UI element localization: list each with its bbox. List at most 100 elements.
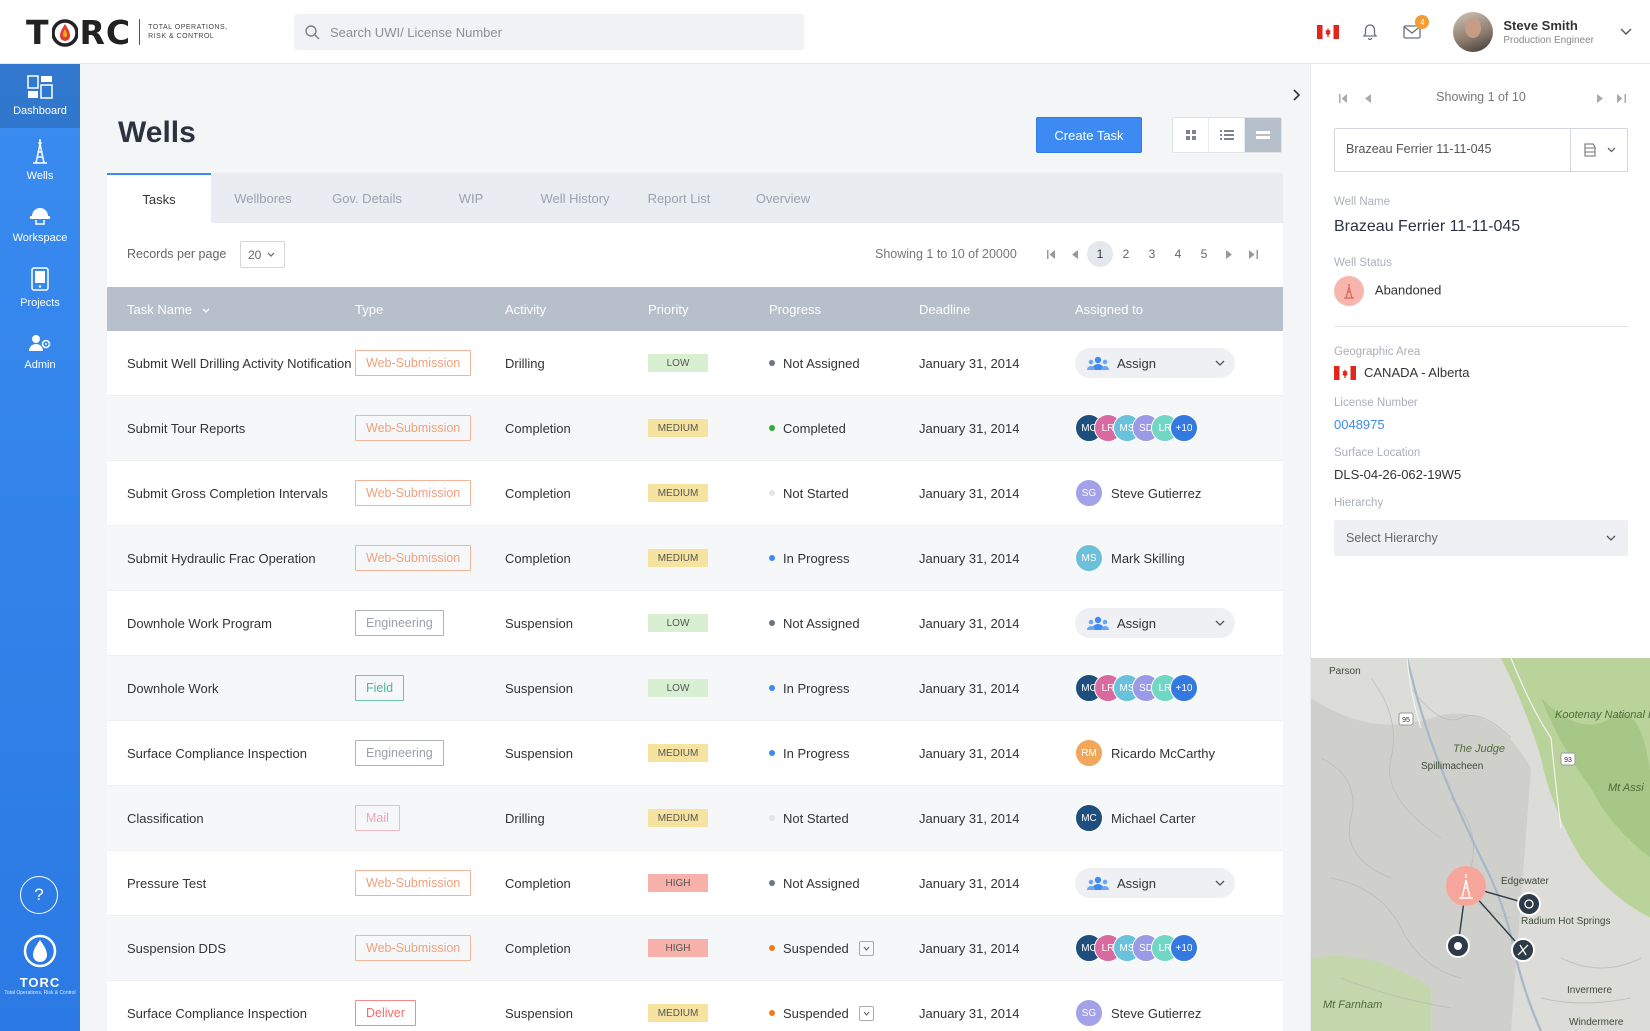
sidebar-item-wells[interactable]: Wells bbox=[0, 128, 80, 192]
terrain-map: 95 93 Parson The Judge Spillimacheen Koo… bbox=[1311, 658, 1650, 1031]
table-row[interactable]: Surface Compliance Inspection Engineerin… bbox=[107, 721, 1283, 786]
status-dot bbox=[769, 620, 775, 626]
assignee-name: Ricardo McCarthy bbox=[1111, 745, 1216, 761]
table-view-button[interactable] bbox=[1245, 118, 1281, 152]
sidebar-item-admin[interactable]: Admin bbox=[0, 320, 80, 384]
tab-overview[interactable]: Overview bbox=[755, 190, 811, 206]
task-name[interactable]: Downhole Work Program bbox=[127, 615, 272, 631]
messages-button[interactable]: 4 bbox=[1401, 15, 1430, 43]
status-dot bbox=[769, 490, 775, 496]
list-view-button[interactable] bbox=[1209, 118, 1245, 152]
collapse-panel-icon[interactable] bbox=[1292, 89, 1302, 101]
task-name[interactable]: Suspension DDS bbox=[127, 940, 226, 956]
assignee[interactable]: SG Steve Gutierrez bbox=[1075, 479, 1263, 507]
well-select[interactable]: Brazeau Ferrier 11-11-045 bbox=[1334, 128, 1628, 172]
license-link[interactable]: 0048975 bbox=[1334, 417, 1385, 432]
status-dropdown-button[interactable] bbox=[858, 1005, 874, 1021]
hierarchy-label: Hierarchy bbox=[1334, 497, 1384, 509]
tab-gov-details[interactable]: Gov. Details bbox=[332, 190, 402, 206]
users-icon bbox=[1087, 356, 1109, 370]
page-4[interactable]: 4 bbox=[1174, 247, 1182, 261]
table-row[interactable]: Suspension DDS Web-Submission Completion… bbox=[107, 916, 1283, 981]
priority-badge: MEDIUM bbox=[648, 419, 708, 438]
map-label: Invermere bbox=[1567, 985, 1612, 996]
activity: Completion bbox=[505, 875, 571, 891]
well-map[interactable]: 95 93 Parson The Judge Spillimacheen Koo… bbox=[1311, 658, 1650, 1031]
tab-report-list[interactable]: Report List bbox=[647, 190, 711, 206]
priority-badge: MEDIUM bbox=[648, 484, 708, 503]
task-name[interactable]: Surface Compliance Inspection bbox=[127, 745, 307, 761]
task-name[interactable]: Submit Well Drilling Activity Notificati… bbox=[127, 355, 352, 371]
tab-wellbores[interactable]: Wellbores bbox=[234, 190, 292, 206]
search-input[interactable] bbox=[330, 24, 770, 40]
create-task-button[interactable]: Create Task bbox=[1036, 117, 1142, 153]
selected-well-marker[interactable] bbox=[1446, 866, 1486, 906]
table-row[interactable]: Pressure Test Web-Submission Completion … bbox=[107, 851, 1283, 916]
table-row[interactable]: Submit Hydraulic Frac Operation Web-Subm… bbox=[107, 526, 1283, 591]
task-name[interactable]: Submit Tour Reports bbox=[127, 420, 246, 436]
assign-dropdown[interactable]: Assign bbox=[1075, 868, 1235, 898]
status-dot bbox=[769, 945, 775, 951]
table-row[interactable]: Surface Compliance Inspection Deliver Su… bbox=[107, 981, 1283, 1031]
page-2[interactable]: 2 bbox=[1122, 247, 1130, 261]
table-row[interactable]: Classification Mail Drilling MEDIUM Not … bbox=[107, 786, 1283, 851]
sidebar-item-projects[interactable]: Projects bbox=[0, 256, 80, 320]
canada-flag-icon[interactable] bbox=[1317, 25, 1340, 39]
assignee-stack[interactable]: MC LR MS SD LR +10 bbox=[1075, 674, 1263, 702]
first-record-button[interactable] bbox=[1339, 90, 1348, 108]
status-dropdown-button[interactable] bbox=[858, 940, 874, 956]
status-dot bbox=[769, 750, 775, 756]
assign-label: Assign bbox=[1117, 355, 1157, 371]
task-name[interactable]: Downhole Work bbox=[127, 680, 219, 696]
next-record-button[interactable] bbox=[1597, 90, 1603, 108]
sidebar-logo-tag: Total Operations, Risk & Control bbox=[4, 990, 76, 996]
sidebar-item-workspace[interactable]: Workspace bbox=[0, 192, 80, 256]
page-5[interactable]: 5 bbox=[1200, 247, 1208, 261]
table-row[interactable]: Downhole Work Field Suspension LOW In Pr… bbox=[107, 656, 1283, 721]
prev-page-button[interactable] bbox=[1063, 241, 1087, 267]
tab-well-history[interactable]: Well History bbox=[540, 190, 610, 206]
tab-wip[interactable]: WIP bbox=[458, 190, 484, 206]
help-button[interactable]: ? bbox=[20, 876, 58, 914]
assignee[interactable]: SG Steve Gutierrez bbox=[1075, 999, 1263, 1027]
task-name[interactable]: Classification bbox=[127, 810, 204, 826]
grid-view-button[interactable] bbox=[1173, 118, 1209, 152]
well-type-dropdown[interactable] bbox=[1571, 129, 1627, 171]
chevron-down-icon bbox=[863, 1011, 870, 1016]
next-page-button[interactable] bbox=[1217, 241, 1241, 267]
last-record-button[interactable] bbox=[1617, 90, 1626, 108]
tab-tasks[interactable]: Tasks bbox=[107, 173, 211, 223]
status-dot bbox=[769, 555, 775, 561]
assign-dropdown[interactable]: Assign bbox=[1075, 608, 1235, 638]
progress-status: Suspended bbox=[769, 1005, 919, 1021]
assignee-stack[interactable]: MC LR MS SD LR +10 bbox=[1075, 934, 1263, 962]
hierarchy-select[interactable]: Select Hierarchy bbox=[1334, 520, 1628, 556]
task-name[interactable]: Submit Gross Completion Intervals bbox=[127, 485, 328, 501]
assign-dropdown[interactable]: Assign bbox=[1075, 348, 1235, 378]
well-marker[interactable] bbox=[1517, 892, 1541, 916]
assignee[interactable]: MC Michael Carter bbox=[1075, 804, 1263, 832]
page-1[interactable]: 1 bbox=[1087, 241, 1113, 267]
page-3[interactable]: 3 bbox=[1148, 247, 1156, 261]
table-row[interactable]: Downhole Work Program Engineering Suspen… bbox=[107, 591, 1283, 656]
showing-count: Showing 1 to 10 of 20000 bbox=[875, 247, 1017, 261]
user-menu[interactable]: Steve Smith Production Engineer bbox=[1453, 12, 1632, 52]
sidebar-item-dashboard[interactable]: Dashboard bbox=[0, 64, 80, 128]
task-name[interactable]: Submit Hydraulic Frac Operation bbox=[127, 550, 316, 566]
records-per-page-select[interactable]: 20 bbox=[240, 241, 285, 268]
last-page-button[interactable] bbox=[1241, 241, 1265, 267]
table-row[interactable]: Submit Well Drilling Activity Notificati… bbox=[107, 331, 1283, 396]
col-task-name[interactable]: Task Name bbox=[107, 302, 355, 317]
assignee[interactable]: MS Mark Skilling bbox=[1075, 544, 1263, 572]
task-name[interactable]: Surface Compliance Inspection bbox=[127, 1005, 307, 1021]
prev-record-button[interactable] bbox=[1365, 90, 1371, 108]
torc-logo[interactable]: T RC TOTAL OPERATIONS, RISK & CONTROL bbox=[26, 13, 228, 52]
first-page-button[interactable] bbox=[1039, 241, 1063, 267]
search-bar[interactable] bbox=[294, 14, 804, 50]
notifications-button[interactable] bbox=[1359, 21, 1381, 43]
table-row[interactable]: Submit Tour Reports Web-Submission Compl… bbox=[107, 396, 1283, 461]
table-row[interactable]: Submit Gross Completion Intervals Web-Su… bbox=[107, 461, 1283, 526]
assignee-stack[interactable]: MC LR MS SD LR +10 bbox=[1075, 414, 1263, 442]
assignee[interactable]: RM Ricardo McCarthy bbox=[1075, 739, 1263, 767]
task-name[interactable]: Pressure Test bbox=[127, 875, 207, 891]
